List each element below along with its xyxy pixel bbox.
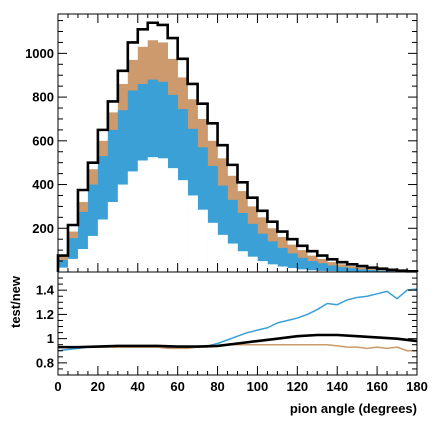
- bar-inner-white-6: [117, 184, 129, 272]
- bar-inner-white-8: [137, 160, 149, 272]
- bottom-ytick-label-1: 1: [47, 331, 54, 346]
- bottom-xtick-label-3: 60: [170, 379, 184, 394]
- bar-blue-stack-1: [67, 238, 79, 272]
- bottom-xtick-label-6: 120: [286, 379, 308, 394]
- bar-blue-stack-20: [257, 233, 268, 272]
- bottom-xtick-label-5: 100: [247, 379, 269, 394]
- bar-inner-white-21: [267, 264, 278, 272]
- bar-inner-white-1: [67, 258, 79, 272]
- bar-blue-stack-29: [347, 268, 358, 272]
- bar-inner-white-7: [127, 171, 139, 272]
- bar-inner-white-18: [237, 251, 248, 272]
- bottom-plot-frame: [57, 271, 418, 376]
- y-axis-label-ratio: test/new: [8, 275, 23, 328]
- bar-blue-stack-24: [297, 257, 308, 272]
- line-black-ratio: [58, 333, 418, 349]
- bar-inner-white-13: [187, 195, 198, 272]
- bar-inner-white-5: [107, 202, 119, 272]
- bottom-ytick-label-3: 1.4: [36, 283, 55, 298]
- bottom-xtick-label-1: 20: [91, 379, 105, 394]
- bar-inner-white-11: [167, 168, 178, 272]
- bar-blue-stack-23: [287, 253, 298, 272]
- top-ytick-label-4: 1000: [25, 46, 54, 61]
- top-ytick-label-1: 400: [32, 177, 54, 192]
- bar-inner-white-25: [307, 270, 318, 272]
- bottom-ytick-label-2: 1.2: [36, 307, 54, 322]
- bottom-xtick-label-8: 160: [366, 379, 388, 394]
- bar-blue-stack-14: [197, 147, 208, 272]
- bar-inner-white-24: [297, 269, 308, 272]
- bar-blue-stack-28: [337, 267, 348, 272]
- bar-inner-white-12: [177, 180, 188, 272]
- series-black-outline-step: [56, 21, 419, 273]
- bar-inner-white-26: [317, 270, 328, 272]
- bar-inner-white-10: [157, 158, 168, 272]
- bar-blue-stack-32: [377, 270, 388, 272]
- line-blue-ratio: [57, 288, 418, 352]
- bar-inner-white-2: [77, 249, 89, 272]
- bar-blue-stack-0: [58, 259, 69, 272]
- top-ytick-label-2: 600: [32, 133, 54, 148]
- bar-blue-stack-22: [277, 247, 288, 272]
- bar-blue-stack-16: [217, 185, 228, 272]
- bottom-xtick-label-4: 80: [210, 379, 224, 394]
- bottom-xtick-label-2: 40: [131, 379, 145, 394]
- bar-blue-stack-18: [237, 212, 248, 272]
- bar-inner-white-0: [58, 267, 69, 272]
- series-inner-white: [58, 157, 388, 272]
- bottom-xtick-label-9: 180: [406, 379, 428, 394]
- bar-inner-white-14: [197, 209, 208, 272]
- bar-blue-stack-3: [87, 184, 99, 272]
- bar-inner-white-17: [227, 243, 238, 272]
- bar-inner-white-16: [217, 234, 228, 272]
- bar-inner-white-22: [277, 266, 288, 272]
- x-axis-label: pion angle (degrees): [290, 401, 417, 416]
- top-ytick-label-3: 800: [32, 90, 54, 105]
- bottom-panel: 0.8 1 1.2 1.4 0 20 40 60 80 100 120 140 160 180 pion a…: [8, 271, 428, 416]
- bar-blue-stack-17: [227, 199, 238, 272]
- bar-blue-stack-26: [317, 263, 328, 272]
- top-panel: 200 400 600 800 1000: [25, 13, 419, 273]
- bar-blue-stack-21: [267, 241, 278, 272]
- bar-inner-white-15: [207, 222, 218, 272]
- bar-blue-stack-27: [327, 265, 338, 272]
- bar-blue-stack-2: [77, 211, 89, 272]
- bar-inner-white-9: [147, 157, 159, 272]
- bar-inner-white-20: [257, 261, 268, 272]
- bar-blue-stack-15: [207, 165, 218, 272]
- bottom-xtick-label-7: 140: [326, 379, 348, 394]
- bar-inner-white-4: [97, 219, 109, 272]
- bottom-xtick-label-0: 0: [54, 379, 61, 394]
- bar-inner-white-23: [287, 268, 298, 272]
- bar-blue-stack-19: [247, 223, 258, 272]
- bar-blue-stack-4: [97, 156, 109, 272]
- bar-blue-stack-31: [367, 270, 378, 272]
- bottom-ytick-label-0: 0.8: [36, 355, 54, 370]
- bar-blue-stack-25: [307, 261, 318, 272]
- bar-blue-stack-5: [107, 129, 119, 272]
- bar-inner-white-19: [247, 256, 258, 272]
- bar-blue-stack-30: [357, 269, 368, 272]
- top-ytick-label-0: 200: [32, 221, 54, 236]
- bar-inner-white-3: [87, 235, 99, 272]
